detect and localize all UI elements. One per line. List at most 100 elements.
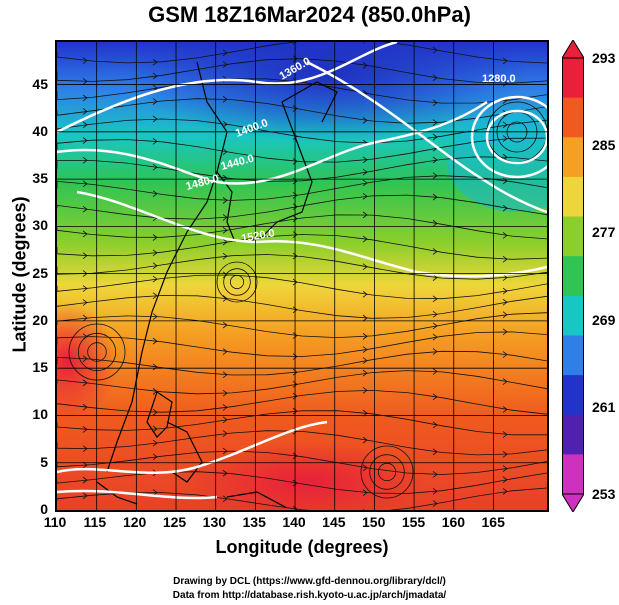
streamline-arrow — [362, 168, 368, 176]
x-tick-label: 135 — [242, 514, 266, 530]
streamline-arrow — [502, 465, 508, 472]
streamline-arrow — [292, 42, 297, 45]
streamline-arrow — [292, 215, 298, 222]
streamline-arrow — [502, 311, 508, 319]
streamline-arrow — [362, 387, 368, 394]
streamline-arrow — [362, 193, 368, 200]
vortex-ring — [216, 261, 258, 303]
streamline-arrow — [222, 348, 228, 355]
streamline-arrow — [432, 471, 438, 478]
x-tick-label: 150 — [362, 514, 386, 530]
streamline-arrow — [502, 204, 508, 212]
streamline-arrow — [292, 133, 298, 140]
streamline-arrow — [502, 255, 508, 263]
streamline-arrow — [222, 120, 228, 128]
streamline-arrow — [432, 348, 438, 355]
colorbar-segment — [562, 454, 584, 495]
streamline — [57, 389, 547, 415]
streamline-arrow — [432, 333, 438, 341]
streamline-arrow — [432, 119, 438, 126]
streamline-arrow — [82, 137, 88, 144]
streamline-arrow — [292, 278, 298, 286]
contour-label: 1280.0 — [482, 73, 516, 85]
streamline-arrow — [82, 426, 88, 433]
streamline-arrow — [152, 313, 158, 320]
streamline — [57, 194, 547, 220]
streamline — [57, 274, 547, 300]
streamline-arrow — [292, 407, 298, 415]
colorbar-tick-label: 261 — [592, 398, 616, 415]
streamline-arrow — [292, 353, 298, 360]
streamline-arrow — [432, 421, 438, 429]
streamline-arrow — [82, 205, 88, 213]
streamline-arrow — [222, 295, 228, 302]
streamline-arrow — [292, 203, 298, 211]
coastline-segment — [146, 391, 173, 438]
streamline-arrow — [432, 487, 438, 495]
streamline-arrow — [152, 249, 158, 257]
streamline-arrow — [222, 61, 228, 68]
streamline — [57, 295, 547, 319]
streamline-arrow — [502, 378, 508, 385]
streamline-arrow — [432, 448, 438, 456]
streamline-arrow — [152, 58, 158, 66]
colorbar — [562, 40, 584, 512]
streamline-arrow — [222, 430, 228, 437]
vortex-ring — [360, 445, 414, 499]
streamlines — [57, 42, 547, 510]
streamline-arrow — [152, 489, 158, 496]
streamline-arrow — [292, 55, 298, 62]
y-tick-label: 40 — [32, 122, 48, 139]
streamline — [57, 42, 547, 64]
x-tick-label: 160 — [441, 514, 466, 530]
streamline-arrow — [502, 450, 508, 458]
streamline-arrow — [432, 193, 438, 201]
streamline-arrow — [152, 98, 158, 105]
contour-label: 1520.0 — [240, 227, 275, 245]
streamline-arrow — [152, 163, 158, 171]
streamline-arrow — [82, 314, 88, 322]
streamline-arrow — [152, 408, 158, 416]
x-tick-label: 110 — [43, 514, 67, 530]
streamline-arrow — [502, 431, 508, 438]
streamline-arrow — [362, 346, 368, 353]
contour-line — [57, 42, 398, 134]
streamline-arrow — [82, 492, 88, 500]
vortex-ring — [377, 462, 397, 482]
streamline-arrow — [362, 489, 368, 496]
contour-line — [470, 95, 547, 179]
streamline-arrow — [82, 230, 88, 238]
x-tick-label: 115 — [83, 514, 107, 530]
streamline-arrow — [82, 57, 88, 64]
y-tick-label: 25 — [32, 264, 48, 281]
streamline-arrow — [362, 211, 368, 219]
contour-line — [57, 489, 218, 500]
x-axis-label: Longitude (degrees) — [215, 537, 389, 557]
streamline-arrow — [222, 95, 228, 103]
contour-line — [57, 100, 488, 185]
streamline-arrow — [82, 403, 88, 411]
streamline-arrow — [362, 333, 368, 340]
streamline — [57, 471, 547, 494]
x-tick-label: 155 — [401, 514, 426, 530]
streamline-arrow — [432, 74, 438, 82]
streamline — [57, 137, 547, 163]
streamline-arrow — [82, 379, 88, 387]
streamline-arrow — [222, 321, 228, 329]
colorbar-segment — [562, 216, 584, 257]
map-plot-area[interactable]: 1360.0 1280.0 1400.0 1440.0 1480.0 1520.0 — [55, 40, 549, 512]
streamline-arrow — [222, 389, 228, 397]
streamline-arrow — [152, 439, 158, 447]
streamline-arrow — [292, 505, 298, 510]
streamline-arrow — [502, 135, 508, 142]
colorbar-tick-label: 269 — [592, 311, 616, 328]
streamline-arrow — [502, 488, 508, 495]
colorbar-tick-label: 285 — [592, 137, 616, 154]
streamline-arrow — [362, 314, 368, 322]
streamline-arrow — [362, 156, 368, 164]
streamline-arrow — [222, 214, 228, 221]
streamline-arrow — [292, 158, 298, 165]
y-tick-label: 5 — [40, 453, 48, 470]
contour-line — [76, 190, 547, 278]
streamline-arrow — [362, 235, 368, 243]
